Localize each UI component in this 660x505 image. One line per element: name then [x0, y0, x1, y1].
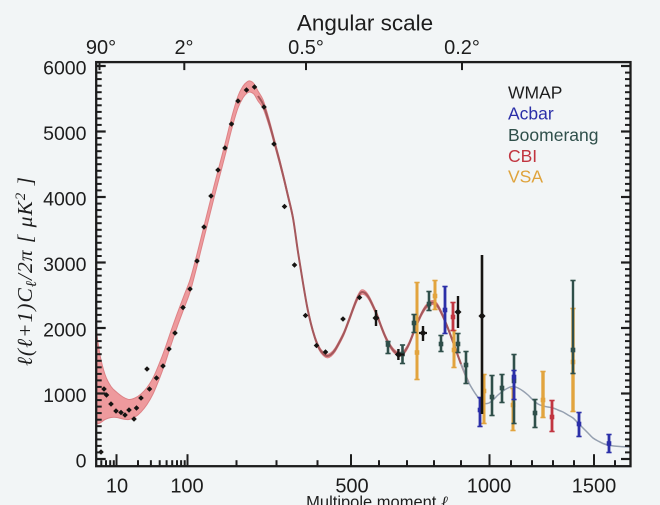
- svg-text:ℓ(ℓ+1)Cℓ/2π [ μK2 ]: ℓ(ℓ+1)Cℓ/2π [ μK2 ]: [13, 176, 40, 366]
- svg-text:6000: 6000: [43, 58, 87, 80]
- svg-text:1000: 1000: [467, 476, 512, 498]
- svg-text:0: 0: [76, 451, 87, 473]
- svg-text:90°: 90°: [86, 37, 116, 59]
- svg-text:1500: 1500: [572, 476, 617, 498]
- svg-text:4000: 4000: [43, 189, 87, 211]
- svg-text:Angular scale: Angular scale: [297, 11, 433, 36]
- svg-text:WMAP: WMAP: [508, 83, 562, 103]
- svg-text:5000: 5000: [43, 123, 87, 145]
- svg-text:Boomerang: Boomerang: [508, 125, 598, 145]
- svg-text:VSA: VSA: [508, 167, 543, 187]
- svg-text:2°: 2°: [174, 37, 193, 59]
- svg-text:1000: 1000: [43, 385, 87, 407]
- svg-text:0.5°: 0.5°: [288, 37, 324, 59]
- svg-text:500: 500: [335, 476, 368, 498]
- svg-text:0.2°: 0.2°: [444, 37, 480, 59]
- svg-text:Multipole moment ℓ: Multipole moment ℓ: [306, 493, 448, 505]
- svg-text:3000: 3000: [43, 254, 87, 276]
- svg-text:Acbar: Acbar: [508, 104, 554, 124]
- svg-text:CBI: CBI: [508, 146, 537, 166]
- svg-text:100: 100: [170, 476, 203, 498]
- svg-text:2000: 2000: [43, 320, 87, 342]
- svg-text:10: 10: [106, 476, 128, 498]
